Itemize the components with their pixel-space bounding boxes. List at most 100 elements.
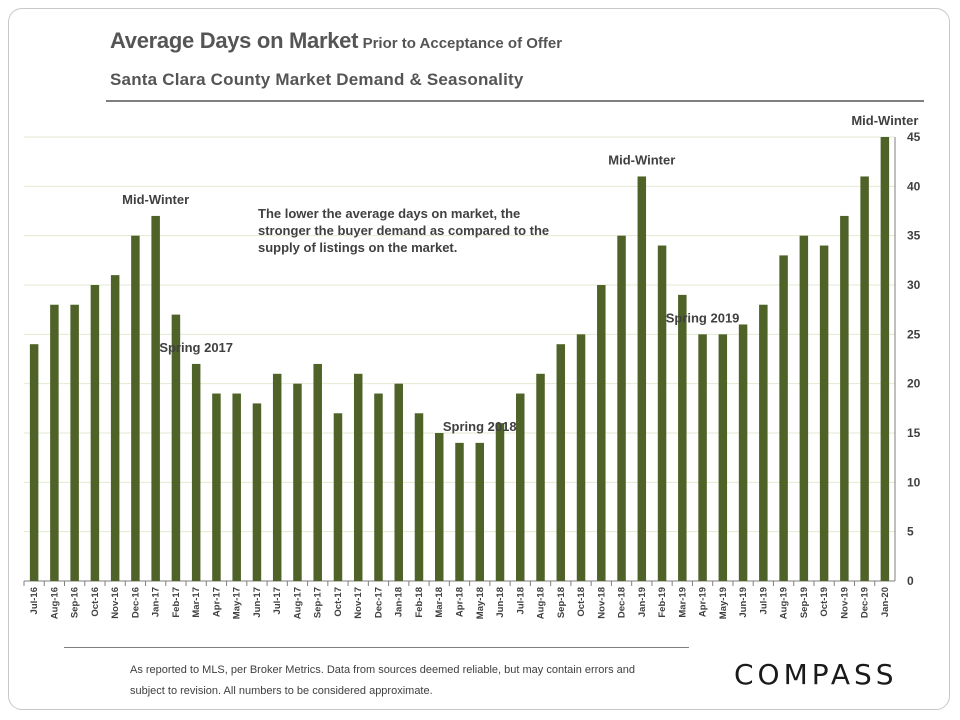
x-tick-label: Sep-19: [799, 587, 810, 618]
chart-annotation: Spring 2018: [443, 419, 517, 434]
x-tick-label: Feb-17: [171, 587, 182, 618]
bar: [171, 314, 181, 581]
y-tick-label: 0: [907, 574, 914, 588]
x-tick-label: Dec-16: [130, 587, 141, 618]
x-tick-label: Mar-19: [677, 587, 688, 618]
chart-annotation: Mid-Winter: [122, 192, 189, 207]
x-tick-label: Aug-17: [292, 587, 303, 619]
x-tick-label: Jun-17: [252, 587, 263, 618]
chart-annotation: Mid-Winter: [608, 152, 675, 167]
x-tick-label: Aug-19: [779, 587, 790, 619]
title-main: Average Days on Market: [110, 28, 359, 53]
x-tick-label: Oct-18: [576, 587, 587, 617]
title-sub: Prior to Acceptance of Offer: [362, 35, 563, 52]
bar: [597, 285, 606, 581]
bar: [576, 334, 586, 581]
bar: [313, 363, 322, 581]
chart-subtitle: Santa Clara County Market Demand & Seaso…: [110, 70, 524, 89]
x-tick-label: Jan-20: [880, 587, 891, 617]
bar: [779, 255, 788, 581]
bar: [556, 344, 566, 581]
bar: [678, 294, 687, 581]
bar: [657, 245, 667, 582]
x-tick-label: Feb-18: [414, 587, 425, 618]
bar: [110, 275, 120, 581]
compass-logo: COMPASS: [734, 658, 898, 691]
x-tick-label: Sep-16: [70, 587, 81, 618]
bar: [799, 235, 809, 581]
y-tick-label: 35: [907, 229, 921, 243]
x-tick-label: Oct-16: [90, 587, 101, 617]
chart-annotation: Spring 2017: [159, 340, 233, 355]
bar: [840, 215, 849, 581]
chart-title: Average Days on Market Prior to Acceptan…: [110, 28, 562, 54]
y-tick-label: 30: [907, 278, 921, 292]
x-tick-label: Jul-18: [515, 587, 526, 614]
x-tick-label: Dec-17: [373, 587, 384, 618]
source-footnote: As reported to MLS, per Broker Metrics. …: [130, 664, 635, 697]
x-tick-label: Sep-18: [556, 587, 567, 618]
y-tick-label: 15: [907, 426, 921, 440]
bar: [759, 304, 768, 581]
bar: [232, 393, 241, 581]
bar: [293, 383, 302, 581]
y-tick-label: 10: [907, 475, 921, 489]
x-tick-label: Jul-17: [272, 587, 283, 614]
bar: [475, 442, 485, 581]
bar: [333, 413, 343, 581]
bar: [394, 383, 403, 581]
x-tick-label: Jun-19: [738, 587, 749, 618]
bar: [131, 235, 140, 581]
bar: [212, 393, 221, 581]
bar: [617, 235, 626, 581]
explanatory-note: The lower the average days on market, th…: [258, 206, 550, 255]
x-tick-label: Dec-19: [860, 587, 871, 618]
x-tick-label: Jan-17: [151, 587, 162, 617]
x-tick-label: Sep-17: [313, 587, 324, 618]
x-tick-label: May-19: [718, 587, 729, 619]
x-tick-label: Jan-18: [394, 587, 405, 617]
bar: [536, 373, 545, 581]
x-tick-label: Jan-19: [637, 587, 648, 617]
chart-annotation: Spring 2019: [666, 310, 740, 325]
bar: [738, 324, 748, 581]
bar: [70, 304, 79, 581]
y-tick-label: 20: [907, 377, 921, 391]
x-tick-label: Dec-18: [617, 587, 628, 618]
x-tick-label: Nov-16: [110, 587, 121, 619]
y-tick-label: 40: [907, 179, 921, 193]
x-tick-label: Jun-18: [495, 587, 506, 618]
bar: [414, 413, 424, 581]
x-tick-label: Nov-18: [596, 587, 607, 619]
y-tick-label: 25: [907, 327, 921, 341]
bar: [272, 373, 282, 581]
slide-frame: [8, 8, 950, 710]
bar: [698, 334, 707, 581]
bar: [50, 304, 59, 581]
bar: [718, 334, 728, 581]
x-tick-label: Apr-17: [211, 587, 222, 617]
bar: [90, 285, 100, 581]
bar: [29, 344, 39, 581]
bar: [455, 442, 464, 581]
x-tick-label: Jul-19: [758, 587, 769, 614]
x-tick-label: Apr-19: [698, 587, 709, 617]
x-tick-label: Oct-17: [333, 587, 344, 617]
bar: [516, 393, 525, 581]
x-tick-label: Nov-19: [839, 587, 850, 619]
chart-annotation: Mid-Winter: [851, 113, 918, 128]
x-tick-label: Apr-18: [455, 587, 466, 617]
x-tick-label: Feb-19: [657, 587, 668, 618]
bar: [637, 176, 647, 581]
footer-divider: [64, 647, 689, 648]
bar: [434, 433, 444, 581]
x-tick-label: Nov-17: [353, 587, 364, 619]
bar: [819, 245, 829, 582]
bar: [880, 137, 890, 581]
bar: [252, 403, 262, 581]
bar: [860, 176, 869, 581]
bar: [353, 373, 363, 581]
title-divider: [106, 100, 924, 102]
x-tick-label: Jul-16: [29, 587, 40, 614]
